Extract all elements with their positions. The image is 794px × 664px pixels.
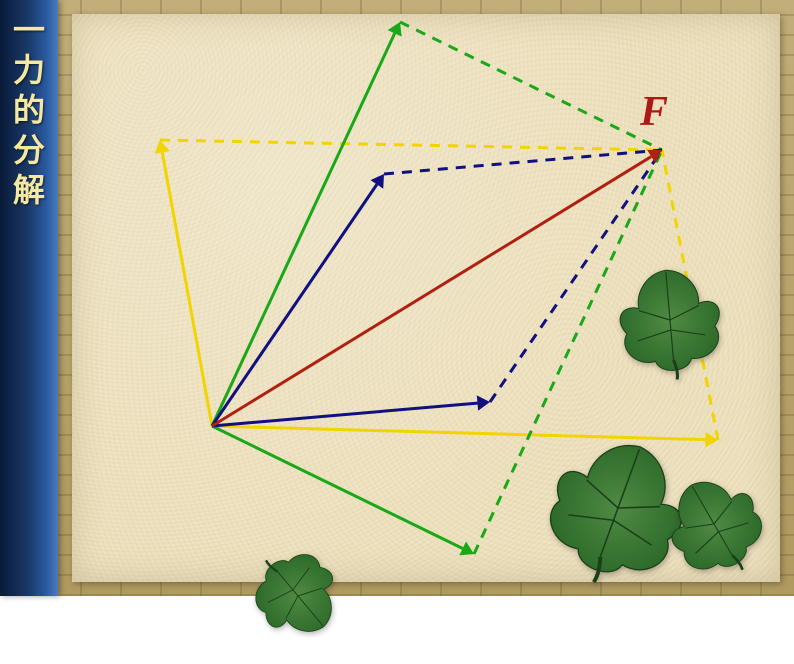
title-char: 解 <box>13 170 45 210</box>
title-sidebar: 一 力 的 分 解 <box>0 0 58 596</box>
title-char: 的 <box>13 90 45 130</box>
ivy-leaf-icon <box>660 470 768 583</box>
ivy-leaf-icon <box>610 260 730 385</box>
title-char: 分 <box>13 130 45 170</box>
force-label-f: F <box>640 88 668 136</box>
ivy-leaf-icon <box>250 548 346 649</box>
title-char: 一 <box>13 10 45 50</box>
title-char: 力 <box>13 50 45 90</box>
